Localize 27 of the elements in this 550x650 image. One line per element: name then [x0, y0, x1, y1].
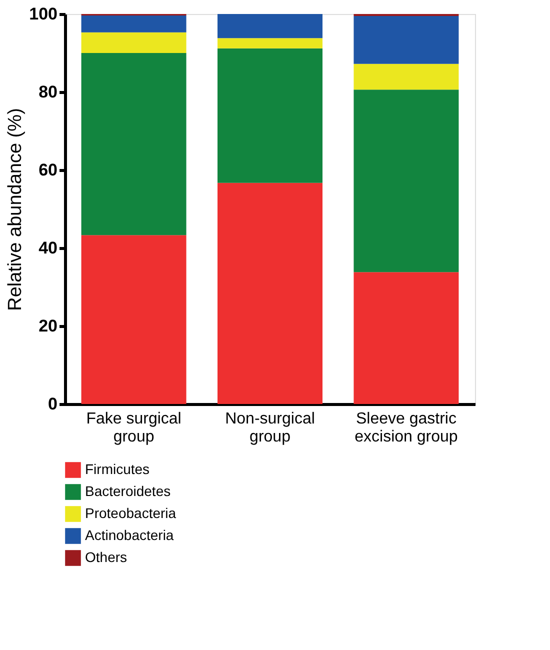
legend-label: Others	[85, 549, 128, 565]
bar	[81, 16, 186, 32]
y-tick-label: 0	[48, 394, 58, 414]
bar	[218, 48, 322, 183]
y-tick-label: 100	[29, 4, 58, 24]
bar	[218, 14, 322, 38]
bar	[354, 272, 459, 404]
bar	[354, 16, 459, 64]
bar	[218, 182, 322, 404]
bar	[354, 64, 459, 90]
bar	[354, 90, 459, 272]
bar	[218, 38, 322, 48]
y-tick-label: 20	[38, 316, 58, 336]
legend-label: Actinobacteria	[85, 527, 174, 543]
bar	[81, 53, 186, 236]
x-tick-label: Sleeve gastric excision group	[354, 410, 458, 446]
legend-label: Firmicutes	[85, 461, 150, 477]
y-tick-label: 40	[38, 238, 58, 258]
y-tick-label: 60	[38, 160, 58, 180]
x-tick-label: Non-surgical group	[225, 410, 315, 446]
legend-label: Proteobacteria	[85, 505, 176, 521]
bar	[81, 32, 186, 53]
legend-label: Bacteroidetes	[85, 483, 171, 499]
y-axis-title: Relative abundance (%)	[5, 108, 26, 311]
x-tick-label: Fake surgical group	[86, 410, 182, 446]
y-tick-label: 80	[38, 82, 58, 102]
bar	[81, 235, 186, 404]
